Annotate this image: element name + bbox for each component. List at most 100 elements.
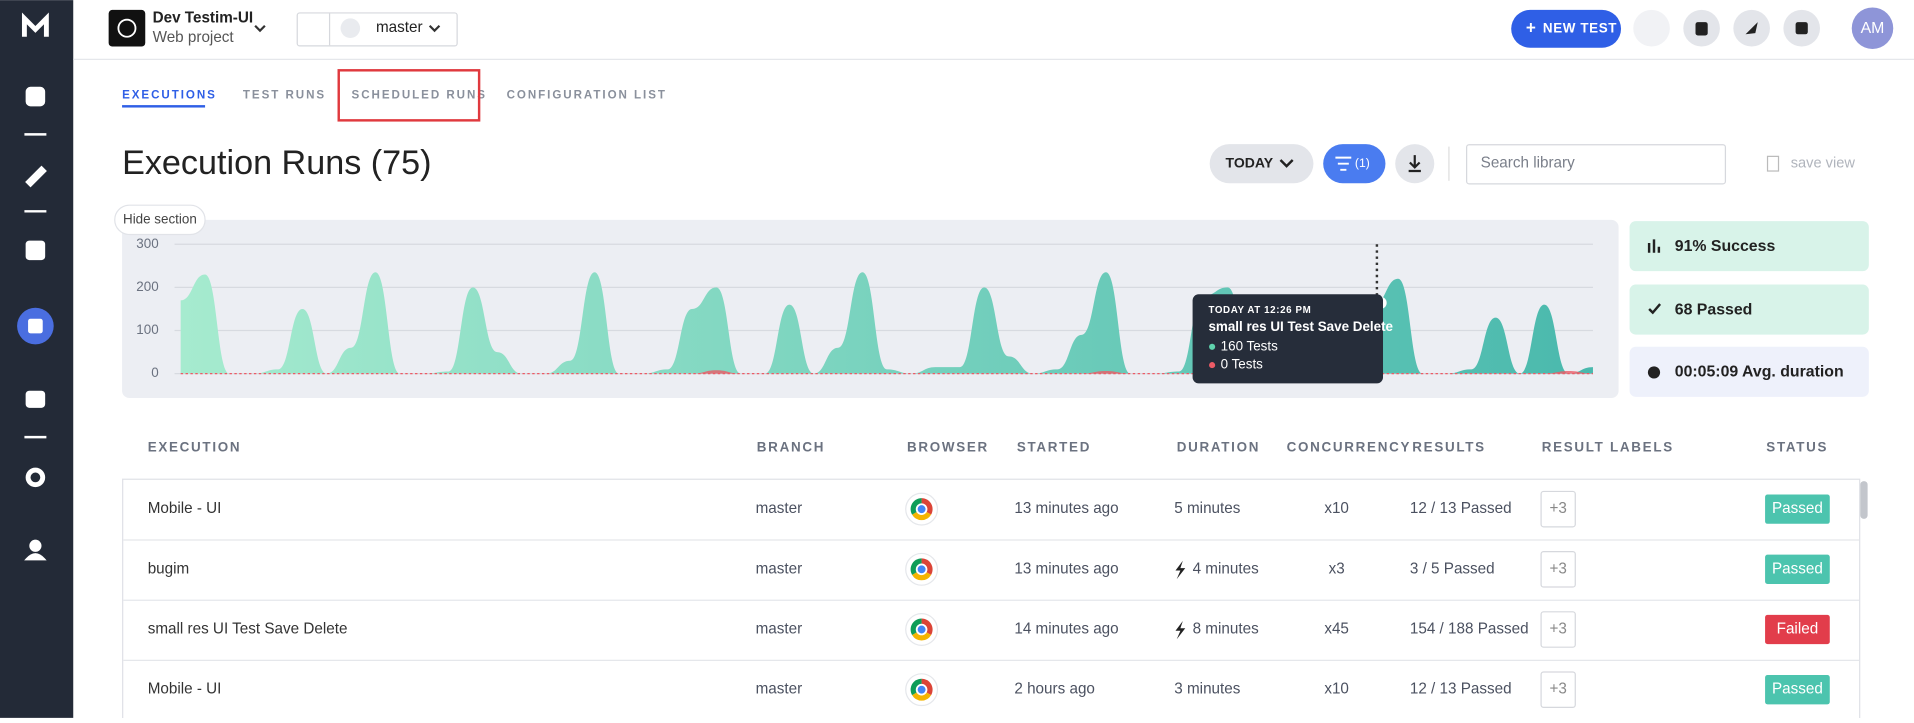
project-icon[interactable] [108, 9, 146, 47]
duration: 4 minutes [1193, 560, 1259, 577]
tooltip-passed: 160 Tests [1221, 338, 1278, 353]
execution-name: Mobile - UI [148, 681, 222, 698]
labels-box[interactable] [1540, 671, 1576, 708]
status: Passed [1772, 500, 1823, 517]
table-row[interactable]: bugim master 13 minutes ago 4 minutes x3 3 / … [123, 539, 1860, 588]
logo[interactable] [21, 12, 49, 37]
concurrency: x3 [1329, 560, 1345, 577]
y-tick-label: 0 [151, 365, 158, 380]
hide-section-label: Hide section [123, 211, 197, 226]
tab[interactable]: TEST RUNS [243, 89, 326, 101]
status: Failed [1777, 621, 1819, 638]
runs-icon [28, 318, 43, 334]
status: Passed [1772, 560, 1823, 577]
sidebar-icons [17, 86, 54, 561]
settings-icon[interactable] [25, 467, 46, 488]
execution-name: bugim [148, 560, 190, 577]
dashboard-icon[interactable] [25, 86, 46, 107]
duration: 5 minutes [1174, 500, 1240, 517]
project-type: Web project [153, 29, 235, 46]
avatar-initials: AM [1861, 20, 1885, 37]
tab[interactable]: SCHEDULED RUNS [352, 89, 487, 101]
tests-icon[interactable] [25, 240, 46, 261]
stat-card [1629, 221, 1869, 272]
branch: master [756, 681, 803, 698]
chrome-center [915, 563, 928, 576]
tooltip-name: small res UI Test Save Delete [1208, 319, 1393, 334]
y-tick-label: 300 [136, 236, 158, 251]
tab-underline [122, 105, 206, 108]
filter-count: (1) [1355, 156, 1370, 170]
stat-passed: 68 Passed [1675, 301, 1753, 318]
suites-icon[interactable] [25, 390, 46, 408]
labels: +3 [1549, 621, 1566, 638]
chrome-center [915, 623, 928, 636]
table-row[interactable]: small res UI Test Save Delete master 14 mi… [123, 599, 1860, 648]
column-header: BRANCH [757, 440, 825, 455]
labels-box[interactable] [1540, 551, 1576, 588]
filter-icon [1335, 156, 1352, 171]
duration: 8 minutes [1193, 621, 1259, 638]
user-icon-body [24, 553, 47, 561]
table-row[interactable]: Mobile - UI master 2 hours ago 3 minutes x10… [123, 659, 1860, 708]
branch-name: master [376, 19, 423, 36]
started: 14 minutes ago [1014, 621, 1118, 638]
legend-dot [1209, 362, 1216, 369]
column-header: CONCURRENCY [1287, 440, 1412, 455]
started: 13 minutes ago [1014, 500, 1118, 517]
avatar[interactable] [1851, 7, 1894, 49]
date-filter[interactable] [1209, 144, 1314, 184]
status-badge [1765, 494, 1830, 524]
column-header: DURATION [1177, 440, 1260, 455]
table-row[interactable]: Mobile - UI master 13 minutes ago 5 minutes… [148, 490, 1830, 528]
highlight-box [337, 69, 481, 122]
labels-box[interactable] [1540, 490, 1576, 528]
stat-card [1629, 284, 1869, 335]
save-view[interactable]: save view [1791, 156, 1856, 172]
turbo-icon [1175, 620, 1186, 640]
hide-section-button[interactable] [114, 204, 206, 236]
chrome-center [915, 683, 928, 696]
new-test-label: NEW TEST [1543, 20, 1617, 35]
new-test-button[interactable] [1511, 9, 1622, 48]
search-button[interactable] [1633, 9, 1670, 47]
results: 154 / 188 Passed [1410, 621, 1529, 638]
stat-icon [1647, 239, 1661, 253]
column-header: RESULTS [1412, 440, 1486, 455]
stat-card [1629, 346, 1869, 397]
chevron[interactable] [254, 24, 266, 33]
filter-button[interactable] [1323, 144, 1386, 184]
table-body [122, 478, 1861, 723]
branch-selector[interactable] [296, 12, 458, 47]
stat-success: 91% Success [1675, 238, 1776, 255]
branch: master [756, 500, 803, 517]
execution-name: small res UI Test Save Delete [148, 621, 348, 638]
stat-icon [1647, 366, 1661, 379]
results: 12 / 13 Passed [1410, 681, 1512, 698]
editor-icon[interactable] [25, 165, 47, 188]
status-badge [1765, 614, 1830, 645]
labels-box[interactable] [1540, 611, 1576, 648]
column-header: STATUS [1766, 440, 1828, 455]
tooltip [1192, 294, 1384, 384]
scrollbar[interactable] [1860, 481, 1868, 519]
chevron [428, 24, 441, 33]
search-input[interactable] [1466, 144, 1727, 185]
project-name[interactable]: Dev Testim-UI [153, 9, 254, 26]
labels: +3 [1549, 681, 1566, 698]
bookmark-icon [1766, 155, 1780, 172]
date-filter-label: TODAY [1226, 154, 1274, 170]
table-rows: Mobile - UI master 13 minutes ago 5 minutes… [123, 490, 1860, 708]
column-header: BROWSER [907, 440, 989, 455]
tab[interactable]: CONFIGURATION LIST [507, 89, 667, 101]
stat-icon [1648, 303, 1662, 315]
user-icon[interactable] [29, 539, 42, 552]
stat-duration: 00:05:09 Avg. duration [1675, 364, 1844, 381]
y-tick-label: 100 [136, 322, 158, 337]
tab[interactable]: EXECUTIONS [122, 89, 217, 101]
tooltip-failed: 0 Tests [1221, 357, 1264, 372]
globe [117, 18, 137, 38]
plus: + [1526, 18, 1536, 37]
